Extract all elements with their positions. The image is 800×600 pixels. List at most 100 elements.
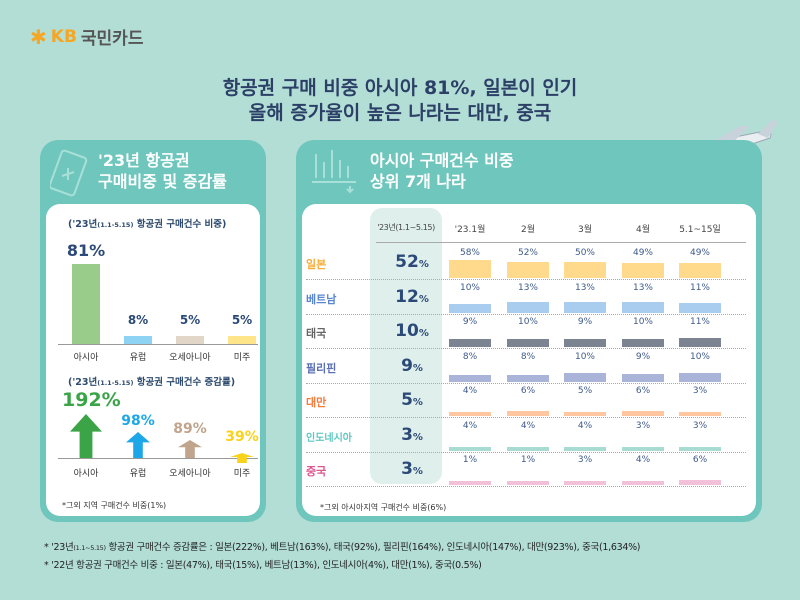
total-share-number: 9 [401,355,413,376]
month-bar [679,373,721,382]
highlight-column [370,208,442,484]
column-header-3: 3월 [577,225,592,235]
share-category-label: 오세아니아 [169,353,211,363]
growth-up-arrow-icon [178,440,202,458]
month-value: 58% [459,248,480,258]
purchase-share-panel: '23년 항공권 구매비중 및 증감률 ('23년(1.1-5.15) 항공권 … [40,140,266,522]
month-value: 10% [574,351,595,362]
growth-value-label: 39% [225,429,259,445]
month-value: 3% [635,420,651,431]
table-row: 태국 10% 9% 10% 9% 10% 11% [306,315,746,349]
right-header-line-1: 아시아 구매건수 비중 [370,151,514,170]
month-cell: 1% [449,455,491,487]
growth-up-arrow-icon [126,432,150,458]
month-value: 4% [462,386,478,396]
total-share-value: 9% [376,356,448,376]
month-value: 9% [462,317,478,327]
column-header-1: '23.1월 [454,225,486,235]
country-label: 중국 [306,465,327,478]
star-logo-icon: ✱ [30,24,47,49]
month-cell: 13% [564,283,606,315]
share-value-label: 8% [127,313,149,327]
country-label: 대만 [306,396,327,409]
month-value: 1% [462,455,478,465]
month-bar [507,410,549,416]
column-header-5: 5.1~15일 [679,225,721,235]
total-share-value: 12% [376,287,448,307]
month-value: 49% [632,248,653,258]
month-cell: 13% [507,283,549,315]
month-cell: 10% [622,317,664,349]
left-footnote: *그외 지역 구매건수 비중(1%) [62,501,167,510]
left-header-line-2: 구매비중 및 증감률 [98,172,227,191]
logo-brand: KB [50,26,77,47]
month-value: 10% [459,282,480,293]
percent-sign: % [412,431,423,443]
growth-category-label: 미주 [233,469,251,479]
month-value: 50% [574,248,595,258]
percent-sign: % [412,397,423,408]
month-cell: 52% [507,248,549,280]
month-cell: 4% [507,421,549,453]
month-value: 4% [635,455,651,465]
month-value: 10% [632,317,653,327]
table-row: 중국 3% 1% 1% 3% 4% 6% [306,453,746,487]
percent-sign: % [418,259,429,270]
month-value: 6% [520,386,536,396]
month-bar [622,410,664,416]
month-bar [679,262,721,278]
total-share-number: 52 [395,252,419,272]
month-cell: 3% [622,421,664,453]
growth-category-label: 아시아 [73,469,99,479]
month-cell: 1% [507,455,549,487]
month-cell: 13% [622,283,664,315]
share-category-label: 미주 [233,353,251,363]
country-label: 필리핀 [306,361,337,375]
month-bar [679,446,721,451]
total-share-number: 3 [401,459,413,479]
title-line-1: 항공권 구매 비중 아시아 81%, 일본이 인기 [222,77,578,99]
month-bar [564,339,606,347]
month-value: 11% [689,317,710,327]
month-bar [449,374,491,382]
total-share-value: 52% [376,252,448,272]
total-share-number: 5 [401,390,413,410]
month-value: 4% [520,420,536,431]
total-share-value: 3% [376,425,448,445]
month-value: 13% [632,282,653,293]
month-cell: 3% [564,455,606,487]
month-bar [449,260,491,278]
month-value: 8% [520,351,536,362]
total-share-number: 12 [395,286,419,307]
month-value: 3% [692,420,708,431]
share-category-label: 아시아 [73,353,99,363]
percent-sign: % [412,466,423,477]
share-subtitle: ('23년(1.1-5.15) 항공권 구매건수 비중) [68,219,227,230]
month-value: 6% [635,386,651,396]
country-label: 베트남 [306,292,337,306]
month-bar [564,411,606,416]
growth-category-label: 오세아니아 [169,469,211,479]
column-header-2: 2월 [520,225,535,235]
total-share-value: 3% [376,459,448,479]
month-bar [679,412,721,416]
month-bar [507,374,549,382]
month-bar [507,338,549,347]
right-footnote: *그외 아시아지역 구매건수 비중(6%) [320,503,447,512]
month-bar [449,446,491,451]
growth-up-arrow-icon [230,448,254,463]
month-cell: 58% [449,248,491,280]
month-bar [507,481,549,485]
share-bar-3 [228,336,256,344]
table-row: 인도네시아 3% 4% 4% 4% 3% 3% [306,419,746,453]
month-bar [622,446,664,451]
month-value: 11% [689,282,710,293]
share-category-label: 유럽 [129,353,147,363]
month-cell: 4% [449,421,491,453]
logo-name: 국민카드 [80,29,144,49]
month-cell: 10% [449,283,491,315]
table-row: 필리핀 9% 8% 8% 10% 9% 10% [306,350,746,384]
table-row: 일본 52% 58% 52% 50% 49% 49% [306,246,746,280]
table-row: 베트남 12% 10% 13% 13% 13% 11% [306,281,746,315]
country-label: 일본 [306,258,327,271]
